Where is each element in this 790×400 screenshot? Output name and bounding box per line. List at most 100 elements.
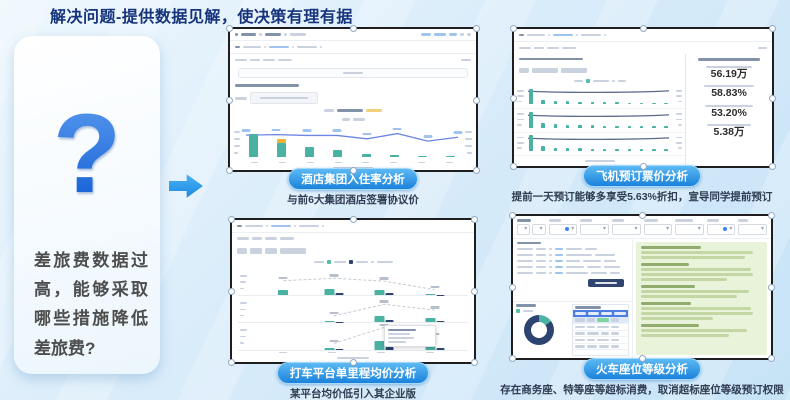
- text-skeleton: [595, 253, 615, 256]
- text-skeleton: [517, 95, 524, 97]
- text-skeleton: [269, 45, 289, 49]
- filter-bar[interactable]: [230, 66, 476, 80]
- order-bars: [528, 110, 669, 128]
- filter-select-7[interactable]: ▾: [738, 223, 767, 235]
- text-skeleton: [352, 118, 365, 121]
- view-tabs[interactable]: [514, 64, 685, 76]
- text-skeleton: [366, 108, 382, 112]
- breadcrumb[interactable]: [514, 29, 772, 42]
- toolbar-actions[interactable]: [237, 237, 294, 240]
- chart-param-row2: [230, 115, 476, 124]
- selection-handle: [228, 216, 235, 223]
- bar: [333, 131, 343, 157]
- list-item: [517, 253, 628, 256]
- bar: [590, 134, 595, 151]
- text-skeleton: [678, 100, 682, 103]
- text-skeleton: [574, 306, 601, 309]
- toolbar-right[interactable]: [758, 46, 767, 50]
- bar: [602, 87, 607, 105]
- text-skeleton: [235, 45, 240, 49]
- text-skeleton: [265, 33, 281, 36]
- breadcrumb[interactable]: [230, 41, 476, 54]
- text-skeleton: [467, 152, 472, 154]
- x-axis-caption: [514, 156, 685, 166]
- bar-group: [425, 338, 445, 350]
- bar: [639, 87, 644, 105]
- text-skeleton: [574, 325, 585, 328]
- band-plot: [254, 298, 464, 323]
- text-skeleton: [240, 275, 247, 277]
- kpi-label: [704, 85, 754, 88]
- selection-handle: [226, 25, 233, 32]
- text-skeleton: [418, 161, 426, 163]
- caption-sub-hotel: 与前6大集团酒店签署协议价: [287, 194, 419, 206]
- selection-handle: [509, 212, 516, 219]
- text-skeleton: [240, 302, 247, 304]
- text-skeleton: [333, 260, 346, 264]
- bar: [389, 131, 399, 157]
- text-skeleton: [280, 237, 294, 240]
- legend-item: [313, 260, 324, 264]
- tab-all[interactable]: [235, 96, 247, 100]
- text-skeleton: [517, 100, 522, 103]
- text-skeleton: [581, 33, 601, 37]
- browser-tabs[interactable]: [235, 33, 306, 36]
- flight-window: 56.19万 58.83% 53.20% 5.38万: [514, 29, 772, 166]
- text-skeleton: [327, 351, 336, 353]
- text-skeleton: [640, 317, 713, 320]
- toolbar-actions[interactable]: [235, 58, 292, 62]
- data-label-skeleton: [278, 276, 288, 280]
- caption-train: 火车座位等级分析 存在商务座、特等座等超标消费，取消超标座位等级预订权限: [496, 358, 788, 397]
- hotel-plot: [241, 127, 463, 157]
- text-skeleton: [678, 147, 682, 149]
- text-skeleton: [355, 260, 368, 264]
- selection-handle: [639, 355, 646, 362]
- view-tabs[interactable]: [230, 91, 476, 105]
- browser-tab-bar: [230, 29, 476, 41]
- data-label-skeleton: [430, 306, 440, 309]
- breadcrumb[interactable]: [232, 220, 474, 233]
- text-skeleton: [460, 33, 464, 36]
- question-card: ? 差旅费数据过高，能够采取哪些措施降低差旅费?: [14, 36, 160, 374]
- date-to-select[interactable]: ▾: [532, 223, 546, 235]
- selection-handle: [226, 167, 233, 174]
- view-tabs[interactable]: [232, 244, 474, 257]
- filter-select-2[interactable]: ▾: [580, 223, 609, 235]
- filter-select-6[interactable]: ▾: [706, 223, 736, 235]
- analysis-section: [640, 301, 762, 320]
- top-links[interactable]: [421, 33, 471, 36]
- legend-item2: [333, 260, 346, 264]
- row-y-axis: [516, 88, 525, 104]
- generate-report-button[interactable]: [587, 278, 624, 287]
- bar: [627, 110, 631, 128]
- selection-handle: [471, 216, 478, 223]
- slide-title: 解决问题-提供数据见解，使决策有理有据: [50, 9, 353, 26]
- kpi-block: 5.38万: [691, 124, 767, 139]
- date-from-select[interactable]: ▾: [517, 223, 531, 235]
- text-skeleton: [517, 253, 533, 256]
- selection-handle: [471, 288, 478, 295]
- text-skeleton: [640, 268, 751, 271]
- filter-select-4[interactable]: ▾: [643, 223, 673, 235]
- text-skeleton: [517, 241, 541, 244]
- toolbar-right[interactable]: [461, 58, 471, 62]
- text-skeleton: [640, 329, 747, 332]
- text-skeleton: [676, 113, 682, 115]
- filter-select-5[interactable]: ▾: [675, 223, 704, 235]
- table-row: [572, 337, 628, 344]
- flight-row-3: [514, 133, 685, 156]
- tab-active[interactable]: [250, 92, 318, 104]
- filter-box[interactable]: [238, 68, 468, 78]
- text-skeleton: [596, 325, 609, 328]
- selection-handle: [768, 212, 775, 219]
- tooltip: [383, 324, 436, 347]
- kpi-value: 5.38万: [713, 126, 745, 139]
- text-skeleton: [390, 161, 398, 163]
- taxi-band-1: [238, 269, 468, 297]
- text-skeleton: [234, 152, 238, 154]
- caption-pill-taxi: 打车平台单里程均价分析: [276, 362, 430, 384]
- toolbar-actions[interactable]: [519, 46, 576, 50]
- filter-select-1[interactable]: ▾: [548, 223, 578, 235]
- filter-select-3[interactable]: ▾: [611, 223, 641, 235]
- text-skeleton: [271, 224, 291, 228]
